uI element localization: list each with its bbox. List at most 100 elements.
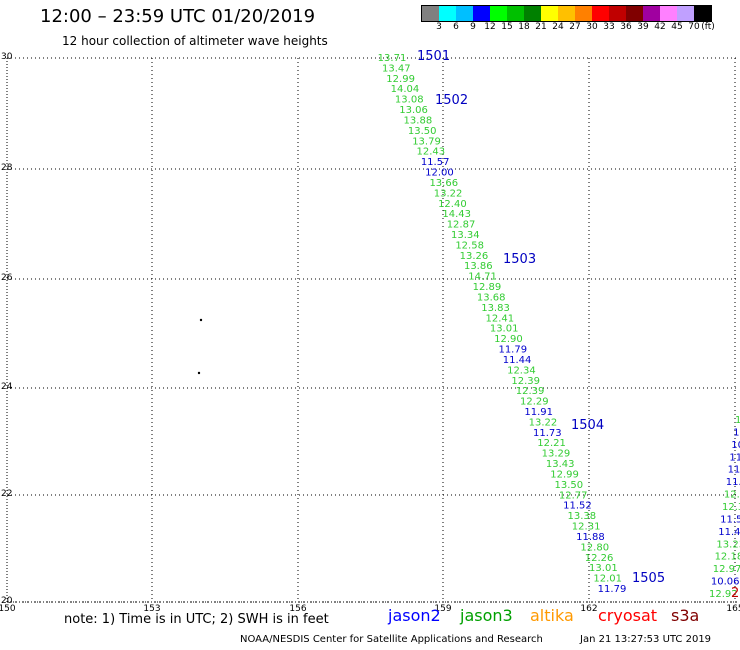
legend-swatch — [541, 6, 558, 21]
legend-label: 15 — [501, 22, 513, 32]
page-title: 12:00 – 23:59 UTC 01/20/2019 — [40, 6, 316, 27]
legend-label: 42 — [654, 22, 666, 32]
footer-note: note: 1) Time is in UTC; 2) SWH is in fe… — [64, 612, 329, 627]
wave-height-value: 12.34 — [507, 365, 536, 376]
legend-swatch — [643, 6, 660, 21]
satellite-label: s3a — [671, 606, 700, 625]
legend-label: 70 — [688, 22, 700, 32]
wave-height-value: 12.43 — [417, 147, 446, 158]
wave-height-value: 13.01 — [490, 324, 519, 335]
wave-height-value: 11.79 — [598, 584, 627, 595]
legend-swatch — [524, 6, 541, 21]
legend-label: 30 — [586, 22, 598, 32]
page-subtitle: 12 hour collection of altimeter wave hei… — [62, 34, 328, 48]
wave-height-value: 12.58 — [455, 240, 484, 251]
legend-swatch — [694, 6, 711, 21]
wave-height-value: 13.66 — [429, 178, 458, 189]
legend-swatch — [422, 6, 439, 21]
legend-label: 6 — [453, 22, 459, 32]
wave-height-value: 12.87 — [447, 220, 476, 231]
legend-label: 12 — [484, 22, 496, 32]
legend-label: 33 — [603, 22, 615, 32]
lon-label: 156 — [289, 604, 306, 614]
legend-unit: (ft) — [701, 22, 715, 32]
pass-time-label: 2 — [731, 586, 739, 601]
legend-label: 21 — [535, 22, 547, 32]
pass-time-label: 1502 — [435, 93, 468, 108]
wave-height-value: 12.29 — [520, 397, 549, 408]
wave-height-value: 12.89 — [473, 282, 502, 293]
wave-height-value: 12.18 — [715, 552, 740, 563]
legend-label: 27 — [569, 22, 581, 32]
lon-label: 165 — [726, 604, 740, 614]
wave-height-value: 12.01 — [593, 574, 622, 585]
wave-height-value: 12.4 — [724, 490, 740, 501]
wave-height-value: 13.47 — [382, 63, 411, 74]
wave-height-value: 13.68 — [477, 292, 506, 303]
wave-height-value: 14.43 — [442, 209, 471, 220]
lon-label: 153 — [143, 604, 160, 614]
wave-height-value: 13.50 — [408, 126, 437, 137]
wave-height-value: 13.71 — [378, 53, 407, 64]
wave-height-value: 12.80 — [580, 542, 609, 553]
wave-height-value: 11.44 — [503, 355, 532, 366]
wave-height-value: 13.34 — [451, 230, 480, 241]
island-marker — [197, 371, 201, 375]
wave-height-value: 12.31 — [572, 522, 601, 533]
wave-height-value: 10.06 — [711, 577, 740, 588]
wave-height-value: 12.90 — [494, 334, 523, 345]
wave-height-value: 12.21 — [537, 438, 566, 449]
lat-label: 30 — [1, 52, 13, 62]
pass-time-label: 1503 — [503, 252, 536, 267]
lat-label: 24 — [1, 382, 13, 392]
wave-height-value: 11 — [729, 452, 740, 463]
wave-height-value: 11.6 — [726, 477, 740, 488]
legend-label: 36 — [620, 22, 632, 32]
lon-label: 159 — [434, 604, 451, 614]
legend-swatch — [473, 6, 490, 21]
lon-label: 150 — [0, 604, 16, 614]
wave-height-value: 11.42 — [718, 527, 740, 538]
lat-label: 22 — [1, 489, 12, 499]
legend-swatch — [456, 6, 473, 21]
wave-height-value: 13.43 — [546, 459, 575, 470]
legend-label: 9 — [470, 22, 476, 32]
legend-label: 45 — [671, 22, 683, 32]
lon-label: 162 — [580, 604, 597, 614]
generated-timestamp: Jan 21 13:27:53 UTC 2019 — [580, 634, 712, 645]
wave-height-value: 13.38 — [567, 511, 596, 522]
wave-height-value: 11.73 — [533, 428, 562, 439]
wave-height-value: 12.37 — [722, 502, 740, 513]
wave-height-value: 14.71 — [468, 272, 497, 283]
wave-height-value: 14.04 — [391, 84, 420, 95]
pass-time-label: 1501 — [417, 49, 450, 64]
wave-height-value: 12.00 — [425, 168, 454, 179]
wave-height-value: 11.88 — [576, 532, 605, 543]
wave-height-value: 13.06 — [399, 105, 428, 116]
wave-height-value: 11.91 — [524, 407, 553, 418]
legend-swatch — [490, 6, 507, 21]
satellite-label: jason2 — [388, 606, 441, 625]
wave-height-value: 12.97 — [713, 564, 740, 575]
legend-swatch — [677, 6, 694, 21]
wave-height-value: 12.92 — [709, 589, 738, 600]
satellite-label: jason3 — [460, 606, 513, 625]
wave-height-value: 13.01 — [589, 563, 618, 574]
satellite-label: cryosat — [598, 606, 658, 625]
wave-height-value: 13.23 — [716, 539, 740, 550]
wave-height-value: 13.22 — [529, 417, 558, 428]
wave-height-value: 11 — [733, 427, 740, 438]
credit-text: NOAA/NESDIS Center for Satellite Applica… — [240, 634, 543, 645]
wave-height-value: 12.99 — [550, 469, 579, 480]
wave-height-value: 12.41 — [486, 313, 515, 324]
legend-swatch — [507, 6, 524, 21]
lat-label: 28 — [1, 163, 13, 173]
wave-height-value: 13.26 — [460, 251, 489, 262]
color-legend-bar — [421, 5, 712, 22]
pass-time-label: 1504 — [571, 418, 604, 433]
wave-height-value: 13.79 — [412, 136, 441, 147]
wave-height-value: 12.26 — [585, 553, 614, 564]
wave-height-value: 12.39 — [511, 376, 540, 387]
wave-height-value: 12.99 — [386, 74, 415, 85]
wave-height-value: 11.8 — [728, 465, 740, 476]
